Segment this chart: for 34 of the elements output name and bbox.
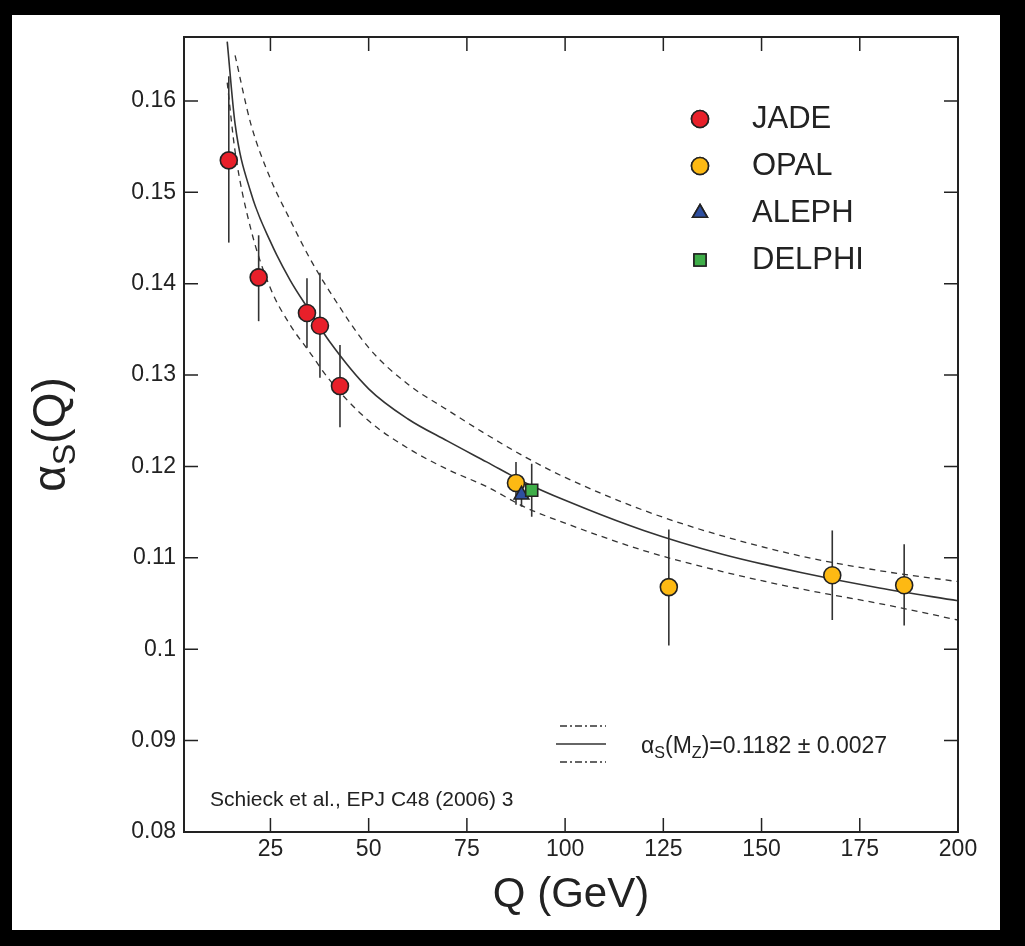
y-tick-label: 0.12 <box>131 451 176 478</box>
y-tick-label: 0.14 <box>131 269 177 296</box>
legend-label: DELPHI <box>752 240 864 276</box>
point <box>330 376 350 396</box>
y-tick-label: 0.09 <box>131 725 176 752</box>
x-tick-label: 50 <box>355 835 382 862</box>
point <box>219 151 239 170</box>
point <box>249 268 268 287</box>
x-tick-label: 25 <box>257 835 284 862</box>
x-tick-label: 200 <box>938 835 978 862</box>
y-tick-label: 0.1 <box>144 634 176 661</box>
point <box>506 473 526 493</box>
annotation: Schieck et al., EPJ C48 (2006) 3 <box>210 786 514 810</box>
y-tick-label: 0.08 <box>131 817 176 844</box>
x-tick-label: 175 <box>840 835 879 862</box>
legend-label: ALEPH <box>752 193 854 229</box>
point <box>822 565 842 585</box>
x-tick-label: 75 <box>454 835 480 862</box>
y-axis-title: αS(Q) <box>22 377 82 492</box>
point <box>310 316 330 336</box>
y-tick-label: 0.16 <box>131 86 176 113</box>
x-tick-label: 100 <box>545 835 585 862</box>
point <box>894 575 914 595</box>
y-tick-label: 0.11 <box>132 543 176 570</box>
legend-label: OPAL <box>752 146 833 182</box>
x-tick-label: 125 <box>644 835 683 862</box>
y-tick-label: 0.15 <box>131 177 176 204</box>
point <box>524 483 539 498</box>
x-tick-label: 150 <box>742 835 781 862</box>
y-tick-label: 0.13 <box>131 360 176 387</box>
point <box>297 303 317 323</box>
legend-label: JADE <box>752 99 832 135</box>
x-axis-title: Q (GeV) <box>492 868 650 916</box>
point <box>659 577 679 597</box>
